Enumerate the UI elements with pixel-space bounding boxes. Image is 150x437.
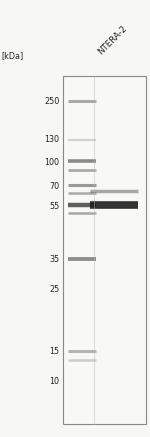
Text: 130: 130 (44, 135, 59, 144)
Text: NTERA-2: NTERA-2 (96, 24, 129, 57)
Text: [kDa]: [kDa] (2, 51, 24, 60)
Text: 100: 100 (44, 158, 59, 167)
Text: 35: 35 (49, 255, 59, 264)
FancyBboxPatch shape (63, 76, 146, 424)
Text: 15: 15 (49, 347, 59, 356)
Text: 250: 250 (44, 97, 59, 106)
Text: 10: 10 (49, 377, 59, 385)
Text: 70: 70 (49, 182, 59, 191)
Text: 25: 25 (49, 285, 59, 294)
Text: 55: 55 (49, 202, 59, 211)
